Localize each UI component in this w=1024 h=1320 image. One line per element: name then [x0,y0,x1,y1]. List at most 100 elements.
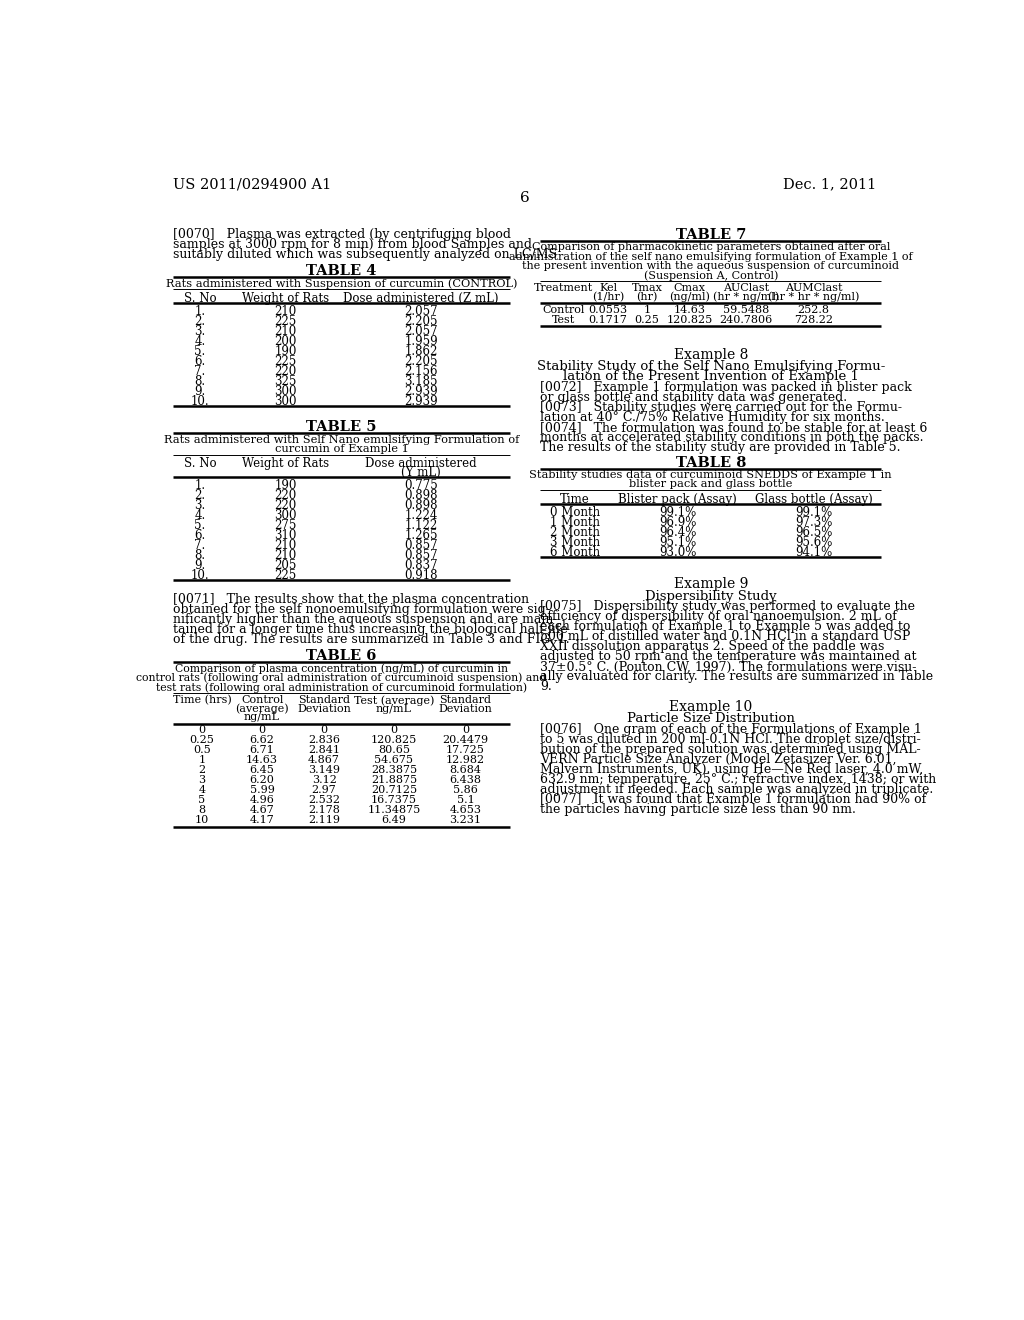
Text: 5.99: 5.99 [250,785,274,795]
Text: Time (hrs): Time (hrs) [173,696,231,705]
Text: 2.156: 2.156 [404,364,437,378]
Text: Dose administered (Z mL): Dose administered (Z mL) [343,292,499,305]
Text: S. No: S. No [183,457,216,470]
Text: control rats (following oral administration of curcuminoid suspension) and: control rats (following oral administrat… [136,673,547,684]
Text: 6.45: 6.45 [250,766,274,775]
Text: 10.: 10. [190,569,209,582]
Text: nificantly higher than the aqueous suspension and are main-: nificantly higher than the aqueous suspe… [173,612,557,626]
Text: Deviation: Deviation [438,704,493,714]
Text: Kel: Kel [599,284,617,293]
Text: efficiency of dispersibility of oral nanoemulsion. 2 mL of: efficiency of dispersibility of oral nan… [541,610,897,623]
Text: 0.775: 0.775 [404,479,438,492]
Text: suitably diluted which was subsequently analyzed on LC/MS: suitably diluted which was subsequently … [173,248,557,261]
Text: 6.71: 6.71 [250,744,274,755]
Text: 4.: 4. [195,335,206,347]
Text: 220: 220 [274,364,297,378]
Text: 96.4%: 96.4% [659,525,696,539]
Text: the present invention with the aqueous suspension of curcuminoid: the present invention with the aqueous s… [522,261,899,271]
Text: 0: 0 [321,725,328,735]
Text: [0076]   One gram of each of the Formulations of Example 1: [0076] One gram of each of the Formulati… [541,723,923,735]
Text: 4.96: 4.96 [250,795,274,805]
Text: Dose administered: Dose administered [366,457,477,470]
Text: 0.5: 0.5 [194,744,211,755]
Text: 2: 2 [199,766,206,775]
Text: 12.982: 12.982 [445,755,485,766]
Text: 2.: 2. [195,488,206,502]
Text: VERN Particle Size Analyzer (Model Zetasizer Ver. 6.01,: VERN Particle Size Analyzer (Model Zetas… [541,752,897,766]
Text: ally evaluated for clarity. The results are summarized in Table: ally evaluated for clarity. The results … [541,671,934,684]
Text: 0.898: 0.898 [404,488,437,502]
Text: 17.725: 17.725 [446,744,485,755]
Text: 3.: 3. [195,499,206,512]
Text: Time: Time [560,492,590,506]
Text: ng/mL: ng/mL [244,711,281,722]
Text: Comparison of plasma concentration (ng/mL) of curcumin in: Comparison of plasma concentration (ng/m… [175,664,508,675]
Text: 190: 190 [274,479,297,492]
Text: 200: 200 [274,335,297,347]
Text: 2.939: 2.939 [404,385,438,397]
Text: adjustment if needed. Each sample was analyzed in triplicate.: adjustment if needed. Each sample was an… [541,783,934,796]
Text: 0 Month: 0 Month [550,506,600,519]
Text: 2.057: 2.057 [404,305,438,318]
Text: Comparison of pharmacokinetic parameters obtained after oral: Comparison of pharmacokinetic parameters… [531,243,890,252]
Text: 2.178: 2.178 [308,805,340,816]
Text: Blister pack (Assay): Blister pack (Assay) [618,492,737,506]
Text: 0.0553: 0.0553 [589,305,628,314]
Text: samples at 3000 rpm for 8 min) from blood Samples and: samples at 3000 rpm for 8 min) from bloo… [173,238,531,251]
Text: Tmax: Tmax [632,284,663,293]
Text: [0073]   Stability studies were carried out for the Formu-: [0073] Stability studies were carried ou… [541,401,902,414]
Text: Example 8: Example 8 [674,348,748,362]
Text: 6: 6 [520,191,529,205]
Text: 0.25: 0.25 [635,314,659,325]
Text: 2.841: 2.841 [308,744,340,755]
Text: 0.857: 0.857 [404,549,438,562]
Text: Rats administered with Self Nano emulsifying Formulation of: Rats administered with Self Nano emulsif… [164,434,519,445]
Text: 6.20: 6.20 [250,775,274,785]
Text: 1.862: 1.862 [404,345,437,358]
Text: 210: 210 [274,539,297,552]
Text: TABLE 6: TABLE 6 [306,649,377,663]
Text: 97.3%: 97.3% [795,516,833,529]
Text: Standard: Standard [298,696,350,705]
Text: 96.9%: 96.9% [659,516,696,529]
Text: TABLE 8: TABLE 8 [676,455,746,470]
Text: Dec. 1, 2011: Dec. 1, 2011 [783,178,877,191]
Text: 3.12: 3.12 [311,775,337,785]
Text: 5.: 5. [195,519,206,532]
Text: 16.7375: 16.7375 [371,795,417,805]
Text: 0.918: 0.918 [404,569,437,582]
Text: 205: 205 [274,558,297,572]
Text: 3.231: 3.231 [450,816,481,825]
Text: 225: 225 [274,314,297,327]
Text: each formulation of Example 1 to Example 5 was added to: each formulation of Example 1 to Example… [541,620,910,634]
Text: US 2011/0294900 A1: US 2011/0294900 A1 [173,178,331,191]
Text: 120.825: 120.825 [667,314,713,325]
Text: 1.122: 1.122 [404,519,437,532]
Text: Test (average): Test (average) [353,696,434,706]
Text: 240.7806: 240.7806 [719,314,772,325]
Text: 210: 210 [274,305,297,318]
Text: 7.: 7. [195,539,206,552]
Text: Dispersibility Study: Dispersibility Study [645,590,776,603]
Text: 190: 190 [274,345,297,358]
Text: bution of the prepared solution was determined using MAL-: bution of the prepared solution was dete… [541,743,921,756]
Text: XXII dissolution apparatus 2. Speed of the paddle was: XXII dissolution apparatus 2. Speed of t… [541,640,885,653]
Text: [0070]   Plasma was extracted (by centrifuging blood: [0070] Plasma was extracted (by centrifu… [173,227,511,240]
Text: 10.: 10. [190,395,209,408]
Text: Glass bottle (Assay): Glass bottle (Assay) [755,492,872,506]
Text: [0071]   The results show that the plasma concentration: [0071] The results show that the plasma … [173,593,529,606]
Text: 8.: 8. [195,549,206,562]
Text: 1: 1 [199,755,206,766]
Text: Stability studies data of curcuminoid SNEDDS of Example 1 in: Stability studies data of curcuminoid SN… [529,470,892,480]
Text: 0: 0 [462,725,469,735]
Text: (1/hr): (1/hr) [592,292,625,302]
Text: 6.438: 6.438 [450,775,481,785]
Text: 1.: 1. [195,305,206,318]
Text: 2.939: 2.939 [404,395,438,408]
Text: 3: 3 [199,775,206,785]
Text: 6 Month: 6 Month [550,545,600,558]
Text: 1.224: 1.224 [404,508,437,521]
Text: or glass bottle and stability data was generated.: or glass bottle and stability data was g… [541,391,848,404]
Text: 2.: 2. [195,314,206,327]
Text: 300: 300 [274,395,297,408]
